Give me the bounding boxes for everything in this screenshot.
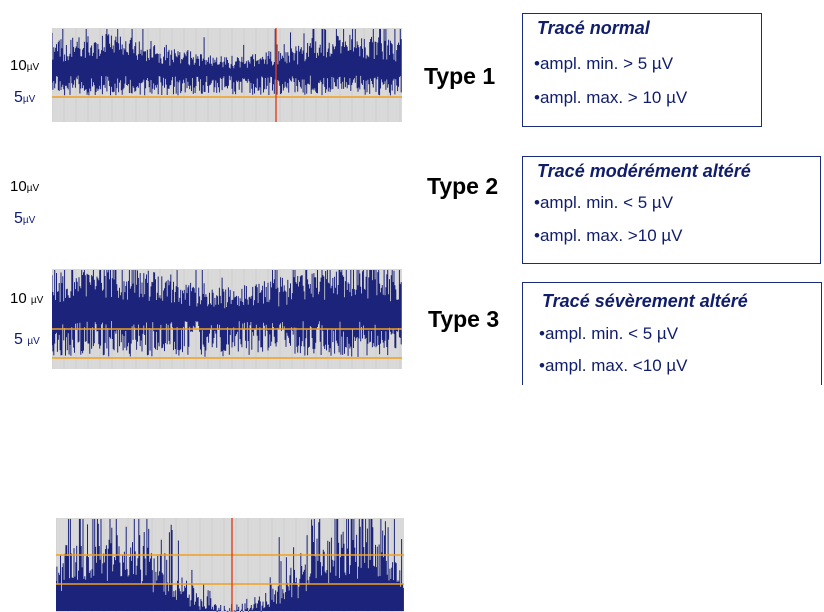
box-title: Tracé normal <box>537 18 650 38</box>
classification-box-type-1: Tracé normal •ampl. min. > 5 µV •ampl. m… <box>522 13 762 127</box>
trace-svg <box>52 28 402 122</box>
box-line-max: •ampl. max. > 10 µV <box>534 88 688 107</box>
axis-label-10uv: 10µV <box>10 57 40 74</box>
box-line-min: •ampl. min. < 5 µV <box>539 324 679 343</box>
axis-label-5uv: 5 µV <box>14 331 40 348</box>
trace-svg <box>56 518 404 612</box>
axis-label-10uv: 10µV <box>10 178 40 195</box>
type-label: Type 3 <box>428 306 500 332</box>
signal-path <box>56 519 404 612</box>
eeg-trace-type-1 <box>52 28 402 122</box>
box-title: Tracé modérément altéré <box>537 161 751 181</box>
box-line-max: •ampl. max. <10 µV <box>539 356 688 375</box>
eeg-trace-type-3 <box>56 518 404 612</box>
signal-path <box>52 29 402 96</box>
eeg-trace-type-2 <box>52 269 402 369</box>
row-type-2: 10µV 5µV Type 2 Tracé modérément altéré … <box>0 128 824 369</box>
trace-svg <box>52 269 402 369</box>
box-line-min: •ampl. min. > 5 µV <box>534 54 674 73</box>
row-type-1: 10µV 5µV Type 1 Tracé normal •ampl. min.… <box>0 0 824 128</box>
axis-label-5uv: 5µV <box>14 210 36 227</box>
box-line-max: •ampl. max. >10 µV <box>534 226 683 245</box>
axis-label-10uv: 10 µV <box>10 290 44 307</box>
classification-box-type-3: Tracé sévèrement altéré •ampl. min. < 5 … <box>522 282 822 385</box>
type-label: Type 2 <box>427 173 499 199</box>
box-title: Tracé sévèrement altéré <box>542 291 748 311</box>
row-type-3: 10 µV 5 µV Type 3 Tracé sévèrement altér… <box>0 255 824 612</box>
type-label: Type 1 <box>424 63 496 89</box>
box-line-min: •ampl. min. < 5 µV <box>534 193 674 212</box>
axis-label-5uv: 5µV <box>14 89 36 106</box>
signal-path <box>52 270 402 357</box>
classification-box-type-2: Tracé modérément altéré •ampl. min. < 5 … <box>522 156 821 264</box>
